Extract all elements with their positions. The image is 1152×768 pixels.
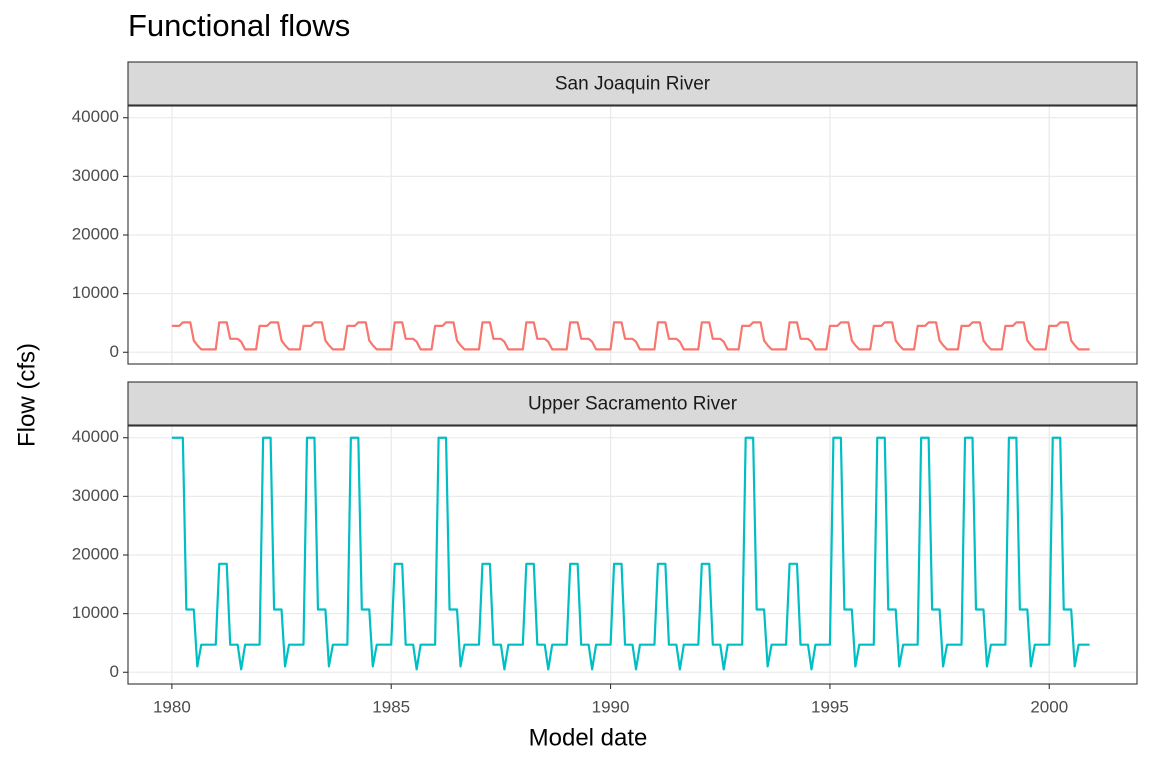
y-tick-label: 40000 — [72, 427, 119, 446]
chart-title: Functional flows — [128, 8, 350, 43]
y-tick-label: 0 — [110, 662, 119, 681]
y-tick-label: 20000 — [72, 544, 119, 563]
y-tick-label: 10000 — [72, 283, 119, 302]
y-tick-label: 20000 — [72, 224, 119, 243]
series-line — [171, 321, 1090, 351]
y-tick-label: 30000 — [72, 486, 119, 505]
y-tick-label: 30000 — [72, 166, 119, 185]
x-tick-label: 1985 — [372, 697, 410, 716]
strip — [127, 61, 1138, 106]
y-tick-label: 10000 — [72, 603, 119, 622]
y-tick-label: 0 — [110, 342, 119, 361]
x-tick-label: 1980 — [153, 697, 191, 716]
strip-label: Upper Sacramento River — [528, 394, 738, 415]
x-axis-title: Model date — [529, 724, 648, 751]
y-tick-label: 40000 — [72, 107, 119, 126]
panel-border — [127, 425, 1138, 685]
y-axis-title: Flow (cfs) — [13, 343, 40, 447]
panel-border — [127, 105, 1138, 365]
x-tick-label: 1990 — [592, 697, 630, 716]
strip-label: San Joaquin River — [555, 74, 711, 95]
strip — [127, 381, 1138, 426]
x-tick-label: 1995 — [811, 697, 849, 716]
series-line — [171, 436, 1090, 671]
x-tick-label: 2000 — [1030, 697, 1068, 716]
